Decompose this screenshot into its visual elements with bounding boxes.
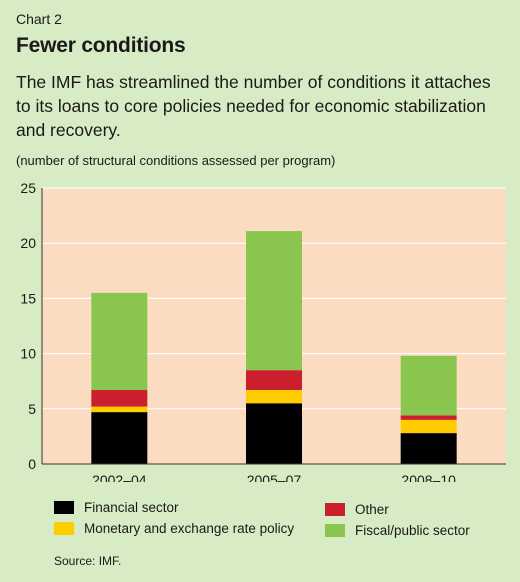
legend-label-other: Other (355, 502, 389, 517)
legend-swatch-other (325, 503, 345, 516)
legend-item-other: Other (325, 502, 389, 517)
bar-segment (400, 419, 457, 434)
unit-note: (number of structural conditions assesse… (16, 153, 336, 168)
bar-segment (246, 231, 302, 371)
x-tick-label: 2008–10 (401, 472, 456, 482)
legend-label-financial: Financial sector (84, 500, 179, 515)
y-tick-label: 0 (28, 456, 36, 472)
bar-segment (91, 412, 148, 464)
y-tick-label: 10 (20, 346, 36, 362)
legend-item-financial: Financial sector (54, 500, 179, 515)
y-tick-label: 15 (20, 290, 36, 306)
chart-subtitle: The IMF has streamlined the number of co… (16, 72, 491, 140)
chart-kicker: Chart 2 (16, 11, 62, 27)
source-note: Source: IMF. (54, 554, 122, 568)
bar-segment (400, 415, 457, 420)
legend-swatch-fiscal (325, 524, 345, 537)
legend-swatch-monetary (54, 522, 74, 535)
legend-label-monetary: Monetary and exchange rate policy (84, 521, 295, 536)
bar-segment (91, 292, 148, 391)
x-tick-label: 2005–07 (247, 472, 302, 482)
legend-item-monetary: Monetary and exchange rate policy (54, 521, 294, 536)
legend-item-fiscal: Fiscal/public sector (325, 523, 470, 538)
y-tick-label: 25 (20, 180, 36, 196)
bar-segment (246, 403, 302, 464)
chart-title: Fewer conditions (16, 34, 186, 57)
stacked-bar-chart: 0 5 10 15 20 25 2002–04 2005–07 2008–10 (20, 180, 506, 482)
y-tick-label: 20 (20, 235, 36, 251)
bar-segment (246, 370, 302, 391)
bar-segment (91, 406, 148, 413)
bar-segment (400, 433, 457, 464)
bar-segment (91, 390, 148, 407)
y-tick-label: 5 (28, 401, 36, 417)
legend-label-fiscal: Fiscal/public sector (355, 523, 470, 538)
x-tick-label: 2002–04 (92, 472, 147, 482)
bar-segment (246, 390, 302, 404)
bar-segment (400, 355, 457, 416)
legend-swatch-financial (54, 501, 74, 514)
